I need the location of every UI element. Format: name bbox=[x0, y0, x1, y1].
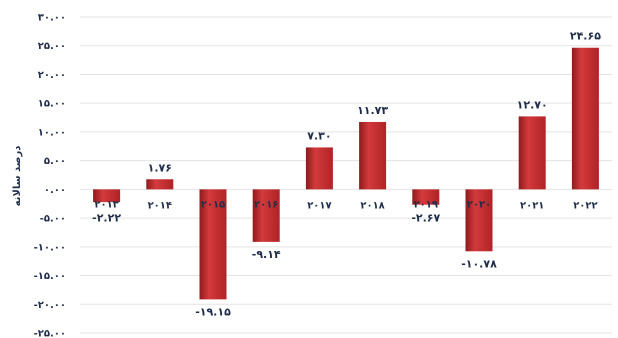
bars bbox=[93, 47, 599, 300]
y-tick-label: -۲۵.۰۰ bbox=[34, 329, 66, 338]
data-label: ۲۴.۶۵ bbox=[570, 30, 601, 43]
y-tick-label: ۱۵.۰۰ bbox=[38, 99, 66, 110]
category-label: ۲۰۲۲ bbox=[573, 200, 597, 211]
category-label: ۲۰۲۱ bbox=[520, 200, 544, 211]
bar bbox=[412, 189, 440, 205]
bar bbox=[359, 121, 387, 190]
bar bbox=[146, 179, 174, 190]
y-tick-label: -۱۵.۰۰ bbox=[34, 271, 66, 282]
data-label: ۱۱.۷۳ bbox=[357, 104, 388, 117]
y-tick-label: ۱۰.۰۰ bbox=[38, 127, 66, 138]
y-tick-label: ۲۰.۰۰ bbox=[38, 70, 66, 81]
bar bbox=[465, 189, 493, 252]
y-axis-ticks: ۳۰.۰۰ ۲۵.۰۰ ۲۰.۰۰ ۱۵.۰۰ ۱۰.۰۰ ۵.۰۰ ۰.۰۰ -۵.۰۰ -۱… bbox=[34, 13, 66, 338]
data-label: ۷.۳۰ bbox=[307, 129, 331, 142]
y-tick-label: ۳۰.۰۰ bbox=[38, 13, 66, 24]
category-label: ۲۰۱۸ bbox=[360, 200, 384, 211]
bar bbox=[305, 147, 333, 190]
y-tick-label: ۲۵.۰۰ bbox=[38, 41, 66, 52]
y-tick-label: -۲۰.۰۰ bbox=[34, 300, 66, 311]
gridlines bbox=[80, 16, 612, 334]
data-label: -۲.۲۲ bbox=[92, 211, 121, 224]
category-label: ۲۰۱۳ bbox=[94, 199, 118, 210]
category-label: ۲۰۱۴ bbox=[148, 200, 172, 211]
y-tick-label: ۵.۰۰ bbox=[44, 156, 66, 167]
bar bbox=[518, 116, 546, 190]
bar bbox=[571, 47, 599, 190]
category-label: ۲۰۱۵ bbox=[201, 199, 225, 210]
category-label: ۲۰۱۹ bbox=[414, 199, 438, 210]
y-axis-label: درصد سالانه bbox=[12, 146, 23, 207]
category-labels: ۲۰۱۳ ۲۰۱۴ ۲۰۱۵ ۲۰۱۶ ۲۰۱۷ ۲۰۱۸ ۲۰۱۹ ۲۰۲۰ ۲۰۲۱ ۲۰۲۲ bbox=[94, 199, 597, 211]
data-label: ۱۲.۷۰ bbox=[517, 98, 548, 111]
data-label: -۲.۶۷ bbox=[411, 211, 440, 224]
bar bbox=[199, 189, 227, 300]
y-tick-label: -۱۰.۰۰ bbox=[34, 242, 66, 253]
category-label: ۲۰۱۷ bbox=[307, 200, 331, 211]
data-label: -۱۰.۷۸ bbox=[461, 257, 497, 270]
data-label: ۱.۷۶ bbox=[148, 161, 172, 174]
category-label: ۲۰۲۰ bbox=[467, 199, 491, 210]
data-label: -۹.۱۴ bbox=[252, 248, 281, 261]
data-label: -۱۹.۱۵ bbox=[195, 305, 231, 318]
bar bbox=[252, 189, 280, 242]
y-tick-label: ۰.۰۰ bbox=[44, 185, 66, 196]
bar bbox=[93, 189, 121, 203]
data-labels: -۲.۲۲ ۱.۷۶ -۱۹.۱۵ -۹.۱۴ ۷.۳۰ ۱۱.۷۳ -۲.۶۷ -۱۰.۷۸… bbox=[92, 30, 601, 319]
category-label: ۲۰۱۶ bbox=[254, 199, 278, 210]
y-tick-label: -۵.۰۰ bbox=[40, 214, 66, 225]
